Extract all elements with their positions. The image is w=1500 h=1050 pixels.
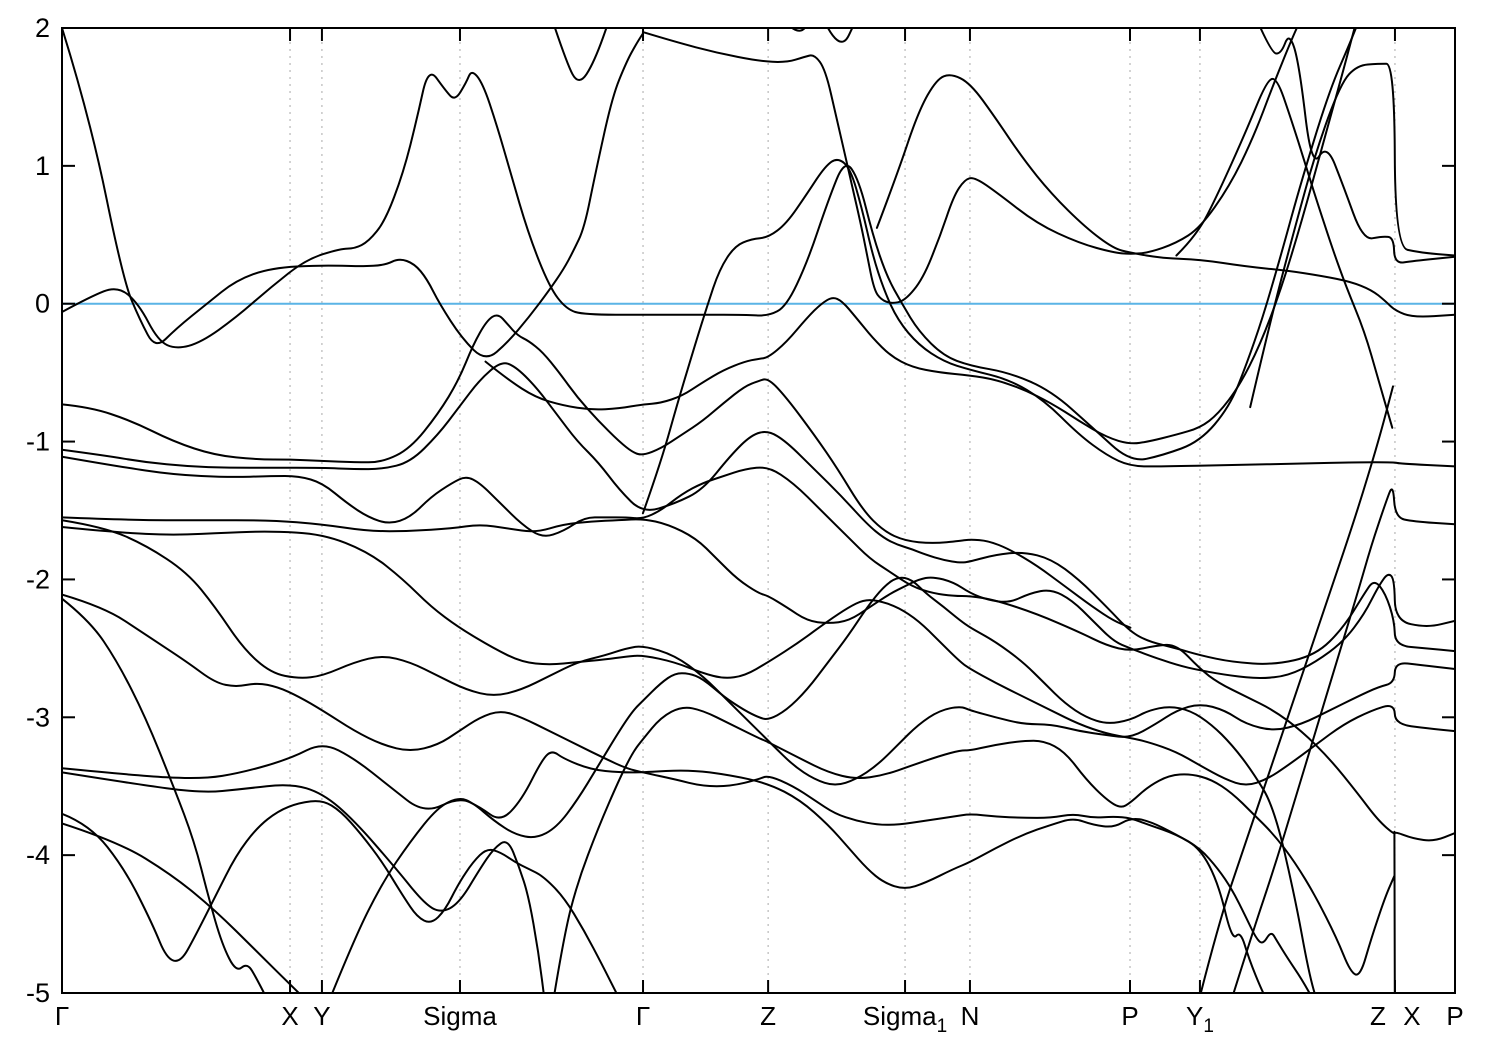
band-19 bbox=[62, 597, 266, 993]
kpoint-label: Z bbox=[1370, 1001, 1386, 1031]
y-axis-tick-label: -5 bbox=[26, 978, 50, 1008]
band-7 bbox=[875, 74, 1455, 318]
band-4 bbox=[641, 28, 1298, 304]
kpoint-label: P bbox=[1121, 1001, 1138, 1031]
y-axis-tick-label: -2 bbox=[26, 564, 50, 594]
band-15 bbox=[62, 516, 1455, 679]
kpoint-label: Y bbox=[313, 1001, 330, 1031]
band-14 bbox=[62, 455, 1455, 842]
band-12 bbox=[62, 314, 1132, 629]
y-axis-tick-label: 0 bbox=[35, 289, 50, 319]
band-8 bbox=[1175, 77, 1394, 429]
kpoint-label: X bbox=[281, 1001, 298, 1031]
y-axis-tick-label: -1 bbox=[26, 427, 50, 457]
kpoint-label: P bbox=[1446, 1001, 1463, 1031]
band-2 bbox=[62, 28, 1358, 461]
y-axis-tick-label: -4 bbox=[26, 840, 50, 870]
band-20 bbox=[62, 800, 618, 993]
plot-border bbox=[61, 27, 1456, 994]
y-axis-tick-label: 1 bbox=[35, 151, 50, 181]
band-25 bbox=[331, 576, 1316, 993]
band-27 bbox=[1199, 385, 1394, 993]
band-6 bbox=[826, 28, 854, 43]
band-17 bbox=[62, 526, 1455, 786]
kpoint-label: Γ bbox=[55, 1001, 69, 1031]
band-5 bbox=[790, 28, 806, 32]
kpoint-label-subscript: 1 bbox=[937, 1016, 948, 1037]
band-22 bbox=[62, 771, 545, 993]
band-13 bbox=[62, 362, 1455, 665]
bands-group bbox=[62, 28, 1455, 993]
kpoint-label: N bbox=[961, 1001, 980, 1031]
kpoint-label: Z bbox=[760, 1001, 776, 1031]
band-16 bbox=[62, 519, 1455, 786]
band-9 bbox=[1259, 28, 1455, 264]
y-axis-tick-label: -3 bbox=[26, 702, 50, 732]
band-11 bbox=[641, 158, 1455, 515]
band-3 bbox=[553, 28, 608, 82]
band-10 bbox=[1249, 62, 1455, 409]
band-28 bbox=[1232, 488, 1455, 993]
kpoint-label-subscript: 1 bbox=[1203, 1016, 1214, 1037]
band-24 bbox=[62, 822, 301, 993]
y-axis-tick-label: 2 bbox=[35, 13, 50, 43]
band-26 bbox=[484, 28, 1356, 445]
kpoint-label: X bbox=[1403, 1001, 1420, 1031]
kpoint-label: Γ bbox=[636, 1001, 650, 1031]
kpoint-label: Sigma bbox=[423, 1001, 497, 1031]
